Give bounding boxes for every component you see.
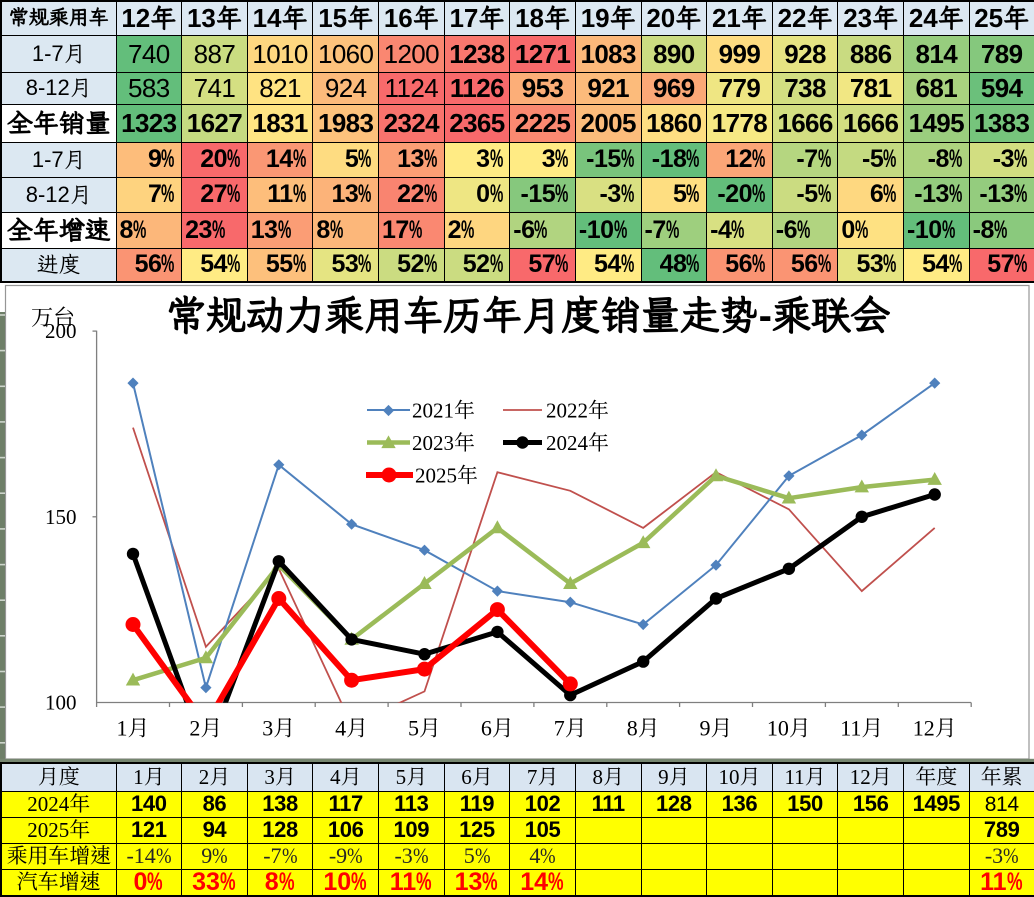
svg-text:2022年: 2022年 <box>546 399 609 423</box>
svg-text:7月: 7月 <box>554 716 587 741</box>
svg-text:200: 200 <box>45 319 77 343</box>
svg-text:150: 150 <box>45 505 77 529</box>
svg-text:1月: 1月 <box>116 716 149 741</box>
svg-text:4月: 4月 <box>335 716 368 741</box>
svg-text:5月: 5月 <box>408 716 441 741</box>
svg-text:2025年: 2025年 <box>415 464 478 488</box>
svg-text:9月: 9月 <box>699 716 732 741</box>
svg-text:万台: 万台 <box>31 305 75 330</box>
svg-text:2021年: 2021年 <box>412 399 475 423</box>
svg-text:2023年: 2023年 <box>412 431 475 455</box>
svg-text:6月: 6月 <box>481 716 514 741</box>
svg-text:100: 100 <box>45 691 77 715</box>
svg-text:11月: 11月 <box>840 716 883 741</box>
svg-text:8月: 8月 <box>627 716 660 741</box>
svg-text:常规动力乘用车历年月度销量走势-乘联会: 常规动力乘用车历年月度销量走势-乘联会 <box>166 294 890 338</box>
svg-text:3月: 3月 <box>262 716 295 741</box>
svg-text:12月: 12月 <box>913 716 957 741</box>
svg-text:2月: 2月 <box>189 716 222 741</box>
svg-text:10月: 10月 <box>767 716 811 741</box>
svg-text:2024年: 2024年 <box>546 431 609 455</box>
